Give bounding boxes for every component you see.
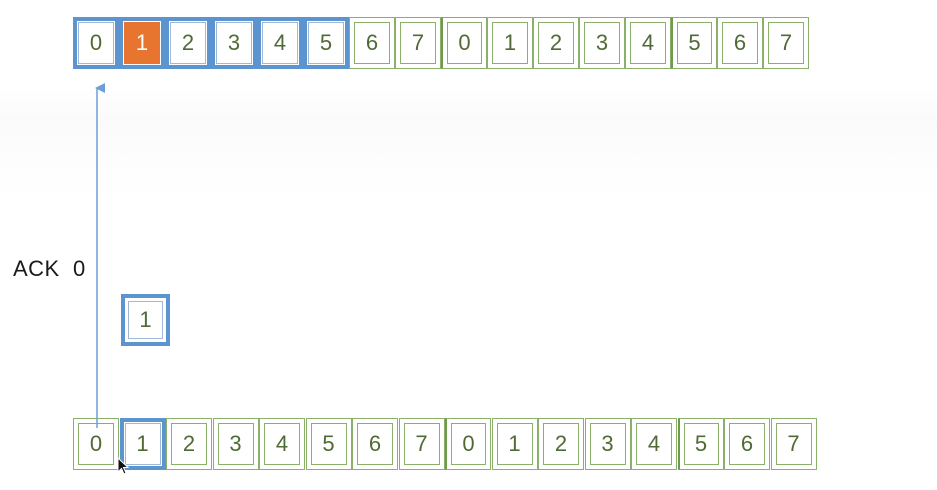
sender-cell: 0 xyxy=(441,17,487,69)
sender-cell-label: 1 xyxy=(124,22,160,64)
sender-cell: 7 xyxy=(395,17,441,69)
sender-cell-label: 6 xyxy=(354,22,390,64)
sender-cell-label: 3 xyxy=(584,22,620,64)
inflight-packet: 1 xyxy=(121,294,170,346)
sender-cell: 4 xyxy=(625,17,671,69)
receiver-cell: 0 xyxy=(445,418,491,470)
sender-cell-label: 6 xyxy=(722,22,758,64)
receiver-cell-label: 7 xyxy=(775,423,812,465)
sender-cell-label: 4 xyxy=(262,22,298,64)
ack-label: ACK 0 xyxy=(13,256,86,281)
receiver-cell: 2 xyxy=(166,418,212,470)
receiver-cell: 3 xyxy=(584,418,631,470)
sender-cell-label: 0 xyxy=(78,22,114,64)
sender-cell: 4 xyxy=(257,17,303,69)
sender-cell-label: 2 xyxy=(538,22,574,64)
receiver-cell-label: 7 xyxy=(403,423,440,465)
sender-cell-label: 5 xyxy=(677,22,712,64)
background-haze xyxy=(0,88,937,198)
receiver-cell: 4 xyxy=(259,418,305,470)
receiver-cell-label: 0 xyxy=(78,423,114,465)
sender-cell-label: 0 xyxy=(447,22,482,64)
receiver-cell: 7 xyxy=(770,418,817,470)
receiver-cell: 5 xyxy=(677,418,724,470)
receiver-cell-label: 3 xyxy=(589,423,626,465)
receiver-cell: 5 xyxy=(305,418,352,470)
receiver-cell-label: 5 xyxy=(683,423,719,465)
receiver-cell-label: 1 xyxy=(496,423,533,465)
receiver-cell-label: 4 xyxy=(264,423,300,465)
sender-cell-label: 7 xyxy=(768,22,804,64)
receiver-cell: 3 xyxy=(212,418,259,470)
receiver-cell-label: 1 xyxy=(124,423,161,465)
sender-cell: 0 xyxy=(73,17,119,69)
sender-cell: 5 xyxy=(671,17,717,69)
receiver-cell: 2 xyxy=(538,418,584,470)
sender-cell-label: 4 xyxy=(630,22,666,64)
receiver-cell-label: 0 xyxy=(451,423,486,465)
sender-cell-label: 7 xyxy=(400,22,436,64)
receiver-cell: 1 xyxy=(119,418,166,470)
receiver-cell: 4 xyxy=(631,418,677,470)
receiver-cell-label: 2 xyxy=(543,423,579,465)
sender-cell: 7 xyxy=(763,17,809,69)
sender-cell-label: 1 xyxy=(492,22,528,64)
receiver-cell: 7 xyxy=(398,418,445,470)
receiver-cell-label: 5 xyxy=(310,423,347,465)
sender-cell: 3 xyxy=(579,17,625,69)
sender-cell: 2 xyxy=(165,17,211,69)
receiver-cell: 1 xyxy=(491,418,538,470)
sender-cell: 3 xyxy=(211,17,257,69)
sender-cell-label: 2 xyxy=(170,22,206,64)
sender-cell: 6 xyxy=(349,17,395,69)
sender-cell-label: 3 xyxy=(216,22,252,64)
receiver-cell-label: 4 xyxy=(636,423,672,465)
sender-cell: 5 xyxy=(303,17,349,69)
receiver-cell: 6 xyxy=(352,418,398,470)
receiver-cell: 0 xyxy=(73,418,119,470)
receiver-cell-label: 2 xyxy=(171,423,207,465)
receiver-cell: 6 xyxy=(724,418,770,470)
inflight-packet-label: 1 xyxy=(128,301,163,339)
receiver-cell-label: 6 xyxy=(357,423,393,465)
sender-cell: 1 xyxy=(119,17,165,69)
receiver-cell-label: 3 xyxy=(217,423,254,465)
receiver-cell-label: 6 xyxy=(729,423,765,465)
sender-cell: 1 xyxy=(487,17,533,69)
sender-cell: 2 xyxy=(533,17,579,69)
sender-cell-label: 5 xyxy=(308,22,344,64)
sender-cell: 6 xyxy=(717,17,763,69)
